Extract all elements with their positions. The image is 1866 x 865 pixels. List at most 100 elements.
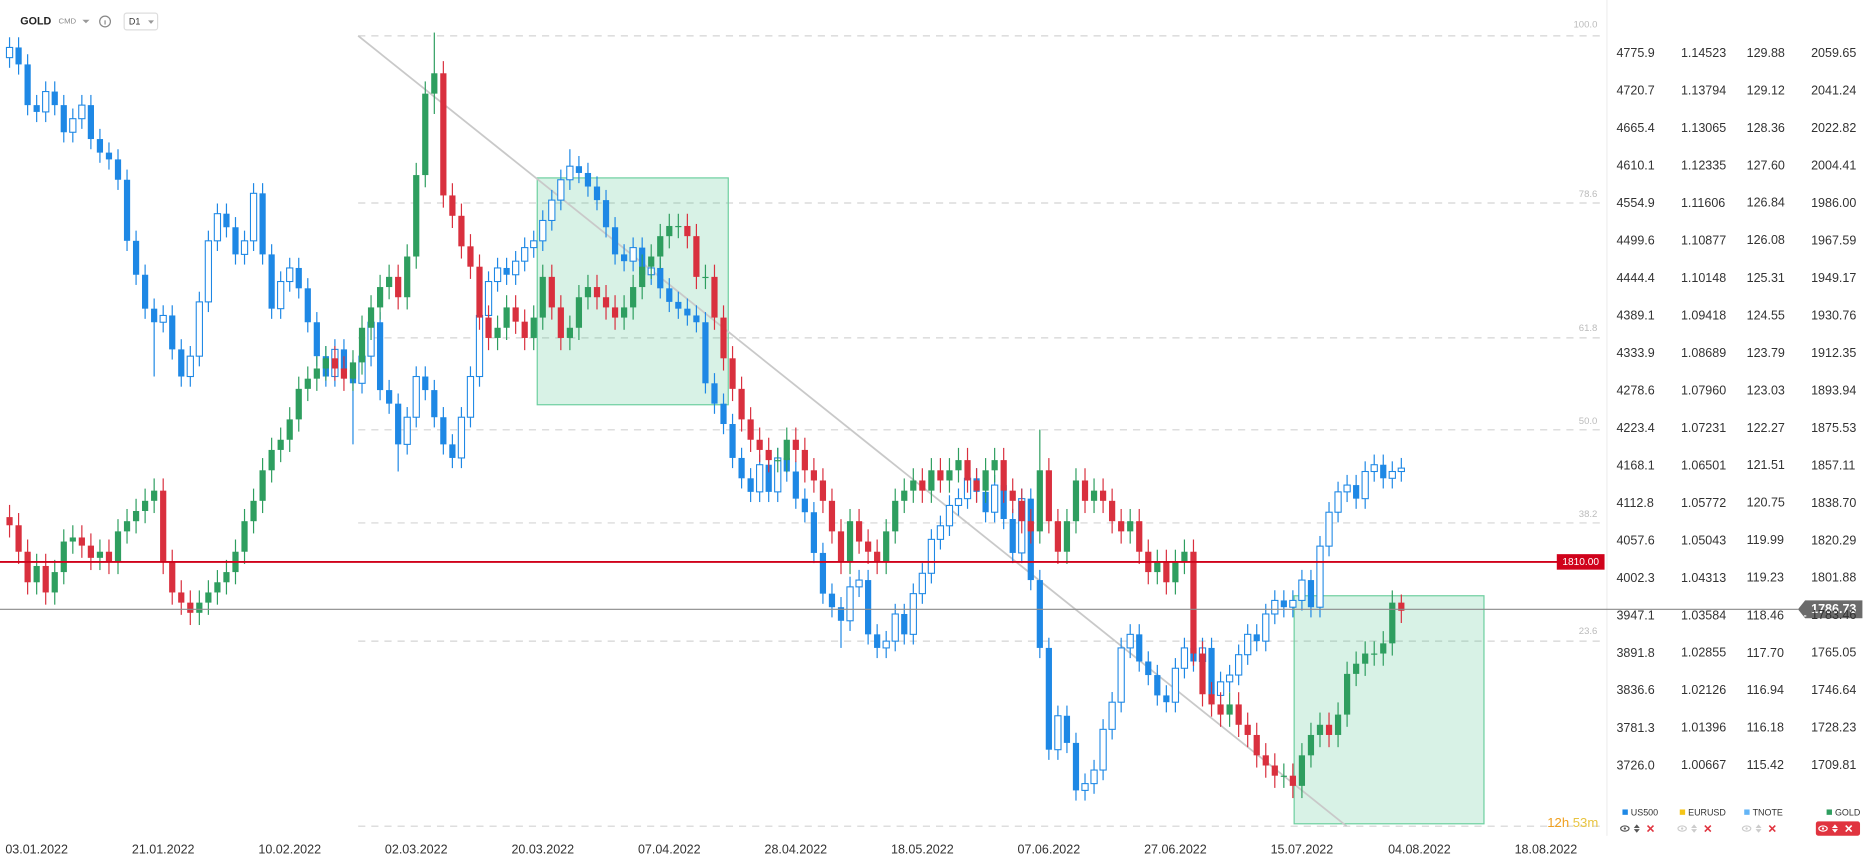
candle-body: [792, 439, 799, 450]
candle-body: [1109, 500, 1116, 522]
candle-body: [1163, 695, 1170, 703]
candle-body: [1289, 599, 1297, 608]
symbol[interactable]: GOLD: [20, 15, 51, 27]
visibility-toggle-pupil: [1745, 827, 1748, 830]
x-tick-label: 03.01.2022: [5, 842, 68, 856]
legend-label[interactable]: EURUSD: [1688, 807, 1726, 817]
candle-body: [530, 240, 538, 249]
remove-button[interactable]: [1845, 825, 1853, 833]
candle-body: [268, 254, 275, 309]
candle-body: [837, 607, 845, 621]
candle-body: [865, 580, 872, 635]
y-tick-label: 1.11606: [1681, 196, 1725, 210]
candle-body: [51, 572, 58, 593]
legend-label[interactable]: TNOTE: [1753, 807, 1783, 817]
visibility-toggle[interactable]: [1677, 825, 1687, 832]
visibility-toggle-pupil: [1680, 827, 1684, 830]
y-tick-label: 1949.17: [1811, 271, 1856, 285]
candle-body: [286, 419, 293, 440]
candle-body: [702, 276, 709, 279]
reorder-button[interactable]: [1691, 824, 1698, 833]
candle-body: [756, 439, 763, 450]
candle-body: [395, 276, 402, 298]
candle-body: [232, 227, 239, 255]
candle-body: [874, 634, 881, 648]
candle-body: [295, 388, 302, 420]
candle-body: [78, 537, 85, 546]
candle-body: [449, 444, 456, 458]
candle-body: [240, 240, 249, 255]
candle-body: [142, 500, 149, 512]
candle-body: [630, 287, 637, 308]
remove-button[interactable]: [1646, 825, 1655, 833]
candle-body: [386, 276, 393, 288]
candle-body: [539, 219, 547, 242]
dropdown-caret[interactable]: [82, 19, 90, 24]
candle-body: [123, 179, 131, 241]
candle-body: [1126, 633, 1134, 649]
candle-body: [639, 266, 646, 288]
candle-body: [1045, 470, 1052, 522]
candle-body: [403, 416, 411, 445]
reorder-button[interactable]: [1755, 824, 1762, 833]
x-tick-label: 07.06.2022: [1018, 842, 1081, 856]
candle-body: [891, 613, 899, 642]
candle-body: [729, 424, 736, 458]
candle-body: [440, 73, 447, 196]
candle-body: [1036, 470, 1043, 532]
fib-label: 23.6: [1579, 626, 1598, 637]
candle-body: [1388, 470, 1396, 479]
candle-body: [1262, 755, 1269, 766]
y-tick-label: 4499.6: [1616, 233, 1654, 247]
candle-body: [557, 179, 565, 201]
candle-body: [729, 358, 736, 389]
visibility-toggle[interactable]: [1741, 825, 1752, 832]
y-tick-label: 2059.65: [1811, 46, 1856, 60]
candle-body: [1361, 470, 1369, 500]
legend-label[interactable]: GOLD: [1835, 807, 1861, 817]
candle-body: [1090, 769, 1098, 785]
y-tick-label: 1.13794: [1681, 83, 1726, 97]
candle-body: [1190, 551, 1197, 654]
candle-body: [123, 521, 131, 532]
candle-body: [675, 225, 682, 228]
y-tick-label: 4389.1: [1616, 308, 1654, 322]
candle-body: [1271, 765, 1278, 776]
candle-body: [1081, 480, 1089, 501]
candle-body: [1217, 704, 1224, 715]
candle-body: [295, 267, 302, 289]
interval-select[interactable]: [123, 12, 159, 31]
legend-controls-bg: [1815, 821, 1861, 836]
visibility-toggle-pupil: [1623, 827, 1627, 830]
y-tick-label: 2041.24: [1811, 83, 1856, 97]
candle-body: [738, 388, 745, 420]
candle-body: [1117, 647, 1125, 703]
legend-label[interactable]: US500: [1631, 807, 1658, 817]
highlight-box[interactable]: [1293, 595, 1485, 825]
candle-body: [1235, 654, 1243, 676]
x-tick-label: 10.02.2022: [258, 842, 321, 856]
y-tick-label: 119.23: [1747, 570, 1784, 584]
candle-body: [277, 439, 284, 450]
trend-line[interactable]: [357, 35, 1348, 827]
reorder-button[interactable]: [1831, 824, 1838, 833]
candle-body: [882, 640, 890, 649]
y-tick-label: 123.79: [1747, 346, 1785, 360]
info-icon[interactable]: [99, 15, 112, 28]
candle-body: [675, 301, 682, 309]
candle-body: [837, 531, 845, 562]
y-tick-label: 4665.4: [1616, 121, 1654, 135]
reorder-button[interactable]: [1633, 824, 1640, 833]
candle-body: [901, 613, 908, 635]
visibility-toggle[interactable]: [1620, 825, 1630, 832]
interval[interactable]: D1: [129, 16, 140, 26]
remove-button[interactable]: [1704, 825, 1712, 833]
candle-body: [512, 260, 520, 276]
remove-button[interactable]: [1768, 825, 1776, 833]
y-tick-label: 1912.35: [1811, 346, 1856, 360]
y-tick-label: 1.05043: [1681, 533, 1726, 547]
candle-body: [990, 484, 999, 513]
visibility-toggle[interactable]: [1818, 825, 1828, 832]
